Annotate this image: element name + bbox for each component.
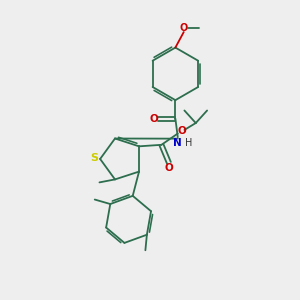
Text: O: O [177,126,186,136]
Text: O: O [164,163,173,172]
Text: N: N [173,137,182,148]
Text: O: O [180,23,188,34]
Text: S: S [91,153,98,164]
Text: O: O [149,114,158,124]
Text: H: H [184,137,192,148]
